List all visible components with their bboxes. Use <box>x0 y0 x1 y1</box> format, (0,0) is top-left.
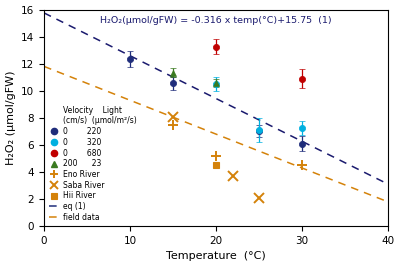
Text: H₂O₂(μmol/gFW) = -0.316 x temp(°C)+15.75  (1): H₂O₂(μmol/gFW) = -0.316 x temp(°C)+15.75… <box>100 16 332 25</box>
X-axis label: Temperature  (°C): Temperature (°C) <box>166 252 266 261</box>
Legend: Velocity    Light
(cm/s)  (μmol/m²/s), 0        220, 0        320, 0        680,: Velocity Light (cm/s) (μmol/m²/s), 0 220… <box>46 103 140 225</box>
Y-axis label: H₂O₂ (μmol/gFW): H₂O₂ (μmol/gFW) <box>6 70 16 165</box>
